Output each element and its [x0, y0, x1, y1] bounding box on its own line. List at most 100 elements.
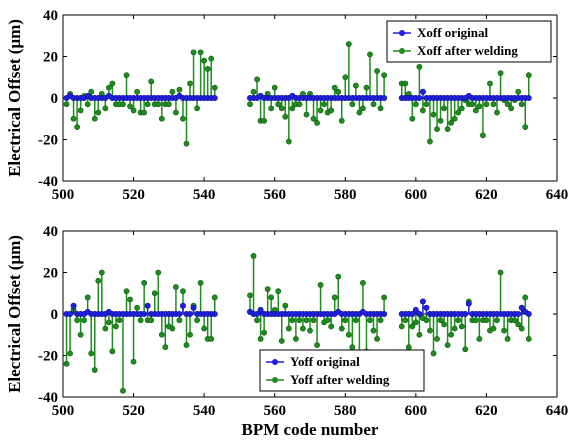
- marker-after: [367, 51, 373, 58]
- marker-after: [120, 101, 126, 108]
- marker-original: [257, 306, 264, 313]
- marker-after: [155, 269, 162, 276]
- marker-original: [70, 302, 77, 309]
- marker-original: [412, 306, 419, 313]
- marker-after: [352, 82, 359, 89]
- y-tick-label: 0: [51, 307, 59, 323]
- marker-after: [434, 126, 440, 133]
- marker-after: [208, 55, 215, 62]
- marker-after: [448, 331, 455, 338]
- marker-after: [504, 335, 511, 342]
- marker-after: [102, 325, 109, 332]
- marker-after: [134, 304, 140, 311]
- marker-original: [176, 310, 183, 317]
- marker-after: [455, 109, 462, 116]
- marker-after: [102, 105, 109, 112]
- x-tick-label: 640: [546, 403, 569, 419]
- marker-after: [338, 325, 345, 332]
- marker-after: [518, 101, 525, 108]
- marker-after: [77, 331, 84, 338]
- marker-after: [367, 317, 373, 324]
- y-tick-label: 20: [43, 266, 58, 282]
- marker-original: [416, 310, 423, 317]
- marker-after: [430, 111, 437, 118]
- marker-after: [518, 325, 525, 332]
- bottom-panel: 500 520 540 560 580 600 620 640 -40 -20 0 20 40 Elect…: [5, 224, 568, 439]
- marker-original: [419, 88, 426, 95]
- marker-after: [490, 101, 497, 108]
- marker-after: [98, 269, 105, 276]
- marker-after: [377, 105, 384, 112]
- marker-after: [381, 72, 387, 79]
- marker-after: [173, 284, 179, 290]
- legend-label: Xoff original: [417, 25, 489, 40]
- marker-after: [345, 41, 352, 47]
- x-tick-label: 520: [122, 187, 145, 203]
- marker-after: [63, 360, 70, 367]
- marker-after: [261, 329, 268, 336]
- y-tick-label: 0: [51, 91, 59, 107]
- marker-after: [300, 325, 306, 332]
- marker-original: [381, 310, 388, 317]
- marker-after: [173, 109, 179, 116]
- marker-original: [465, 300, 472, 307]
- legend-label: Yoff after welding: [290, 372, 390, 387]
- marker-after: [74, 317, 81, 324]
- marker-after: [261, 117, 268, 124]
- marker-after: [314, 120, 320, 126]
- marker-after: [356, 109, 363, 116]
- top-panel: 500 520 540 560 580 600 620 640 -40 -20 0 20 40 Elect…: [5, 8, 568, 203]
- marker-after: [264, 286, 271, 292]
- x-tick-label: 540: [193, 187, 216, 203]
- marker-after: [105, 319, 112, 326]
- marker-after: [63, 101, 70, 108]
- marker-after: [342, 317, 349, 324]
- marker-after: [158, 115, 165, 122]
- marker-after: [282, 113, 289, 120]
- marker-after: [148, 78, 155, 85]
- x-tick-label: 580: [334, 403, 357, 419]
- marker-after: [95, 109, 102, 116]
- marker-after: [268, 105, 275, 112]
- marker-after: [88, 350, 95, 357]
- marker-after: [296, 317, 303, 324]
- marker-after: [105, 84, 112, 91]
- x-tick-label: 560: [263, 403, 286, 419]
- marker-after: [476, 103, 483, 110]
- marker-after: [285, 325, 292, 332]
- marker-original: [211, 95, 218, 102]
- marker-after: [310, 317, 317, 324]
- marker-after: [109, 348, 116, 355]
- marker-after: [525, 72, 532, 79]
- marker-original: [254, 310, 261, 317]
- marker-after: [423, 317, 430, 324]
- marker-after: [176, 317, 183, 324]
- marker-after: [81, 317, 88, 324]
- marker-after: [412, 319, 419, 326]
- marker-after: [289, 105, 296, 112]
- marker-after: [275, 288, 282, 295]
- y-axis-title: Electrical Offset (μm): [5, 19, 24, 177]
- marker-after: [250, 252, 257, 259]
- marker-after: [331, 294, 338, 301]
- marker-after: [275, 101, 282, 108]
- marker-after: [67, 350, 73, 357]
- marker-after: [144, 101, 151, 108]
- marker-after: [169, 325, 176, 332]
- marker-after: [88, 88, 95, 95]
- marker-after: [444, 126, 451, 133]
- x-tick-label: 640: [546, 187, 569, 203]
- marker-after: [479, 132, 486, 139]
- marker-after: [180, 288, 186, 295]
- marker-after: [282, 302, 289, 309]
- marker-after: [437, 117, 444, 124]
- marker-after: [494, 109, 500, 116]
- marker-original: [179, 302, 186, 309]
- marker-after: [137, 317, 144, 324]
- marker-after: [370, 327, 377, 334]
- marker-after: [187, 80, 193, 87]
- marker-after: [165, 101, 172, 108]
- marker-after: [497, 269, 504, 276]
- legend-label: Xoff after welding: [417, 43, 518, 58]
- marker-original: [190, 304, 197, 311]
